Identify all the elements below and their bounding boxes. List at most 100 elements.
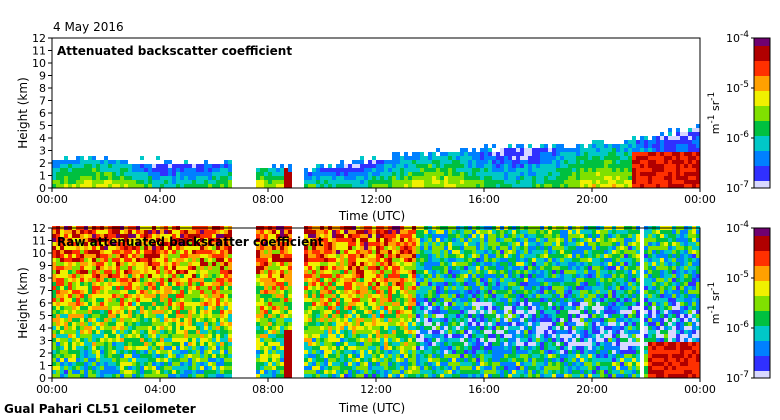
backscatter-cell [68, 164, 72, 168]
backscatter-cell [420, 290, 424, 294]
backscatter-cell [420, 184, 424, 188]
backscatter-cell [424, 342, 428, 346]
backscatter-cell [376, 238, 380, 242]
backscatter-cell [76, 318, 80, 322]
backscatter-cell [388, 298, 392, 302]
backscatter-cell [180, 294, 184, 298]
backscatter-cell [516, 152, 520, 156]
backscatter-cell [396, 180, 400, 184]
backscatter-cell [328, 358, 332, 362]
backscatter-cell [216, 350, 220, 354]
backscatter-cell [376, 172, 380, 176]
backscatter-cell [392, 242, 396, 246]
backscatter-cell [80, 362, 84, 366]
backscatter-cell [148, 362, 152, 366]
backscatter-cell [412, 168, 416, 172]
backscatter-cell [440, 290, 444, 294]
backscatter-cell [116, 230, 120, 234]
backscatter-cell [408, 338, 412, 342]
backscatter-cell [100, 184, 104, 188]
backscatter-cell [396, 302, 400, 306]
backscatter-cell [276, 286, 280, 290]
backscatter-cell [176, 230, 180, 234]
backscatter-cell [456, 354, 460, 358]
backscatter-cell [384, 354, 388, 358]
backscatter-cell [316, 306, 320, 310]
backscatter-cell [364, 298, 368, 302]
backscatter-cell [636, 156, 640, 160]
backscatter-cell [416, 250, 420, 254]
backscatter-cell [424, 230, 428, 234]
backscatter-cell [60, 294, 64, 298]
backscatter-cell [168, 342, 172, 346]
backscatter-cell [396, 230, 400, 234]
backscatter-cell [320, 298, 324, 302]
backscatter-cell [212, 184, 216, 188]
backscatter-cell [336, 322, 340, 326]
backscatter-cell [384, 350, 388, 354]
backscatter-cell [156, 246, 160, 250]
backscatter-cell [324, 302, 328, 306]
backscatter-cell [132, 274, 136, 278]
backscatter-cell [136, 242, 140, 246]
backscatter-cell [400, 184, 404, 188]
backscatter-cell [460, 362, 464, 366]
backscatter-cell [72, 266, 76, 270]
backscatter-cell [108, 180, 112, 184]
backscatter-cell [72, 180, 76, 184]
backscatter-cell [668, 184, 672, 188]
backscatter-cell [188, 334, 192, 338]
backscatter-cell [640, 144, 644, 148]
backscatter-cell [228, 366, 232, 370]
backscatter-cell [284, 180, 288, 184]
backscatter-cell [424, 164, 428, 168]
backscatter-cell [148, 172, 152, 176]
backscatter-cell [520, 172, 524, 176]
backscatter-cell [316, 294, 320, 298]
backscatter-cell [128, 338, 132, 342]
backscatter-cell [692, 164, 696, 168]
backscatter-cell [532, 152, 536, 156]
backscatter-cell [436, 234, 440, 238]
backscatter-cell [380, 278, 384, 282]
backscatter-cell [636, 148, 640, 152]
backscatter-cell [356, 334, 360, 338]
backscatter-cell [164, 238, 168, 242]
backscatter-cell [124, 262, 128, 266]
backscatter-cell [596, 172, 600, 176]
backscatter-cell [316, 370, 320, 374]
backscatter-cell [164, 326, 168, 330]
backscatter-cell [416, 156, 420, 160]
backscatter-cell [132, 246, 136, 250]
backscatter-cell [172, 282, 176, 286]
backscatter-cell [136, 374, 140, 378]
backscatter-cell [392, 362, 396, 366]
backscatter-cell [548, 164, 552, 168]
backscatter-cell [372, 164, 376, 168]
backscatter-cell [188, 230, 192, 234]
y-tick-label: 11 [32, 45, 46, 58]
backscatter-cell [264, 180, 268, 184]
backscatter-cell [260, 266, 264, 270]
backscatter-cell [72, 310, 76, 314]
backscatter-cell [656, 164, 660, 168]
backscatter-cell [140, 330, 144, 334]
backscatter-cell [360, 282, 364, 286]
backscatter-cell [360, 314, 364, 318]
backscatter-cell [372, 338, 376, 342]
backscatter-cell [480, 176, 484, 180]
y-tick-label: 4 [39, 132, 46, 145]
backscatter-cell [100, 168, 104, 172]
backscatter-cell [208, 176, 212, 180]
backscatter-cell [412, 306, 416, 310]
backscatter-cell [404, 326, 408, 330]
backscatter-cell [356, 290, 360, 294]
backscatter-cell [576, 172, 580, 176]
backscatter-cell [184, 330, 188, 334]
backscatter-cell [56, 322, 60, 326]
backscatter-cell [332, 230, 336, 234]
backscatter-cell [444, 278, 448, 282]
date-label: 4 May 2016 [53, 20, 124, 34]
backscatter-cell [288, 342, 292, 346]
backscatter-cell [56, 314, 60, 318]
